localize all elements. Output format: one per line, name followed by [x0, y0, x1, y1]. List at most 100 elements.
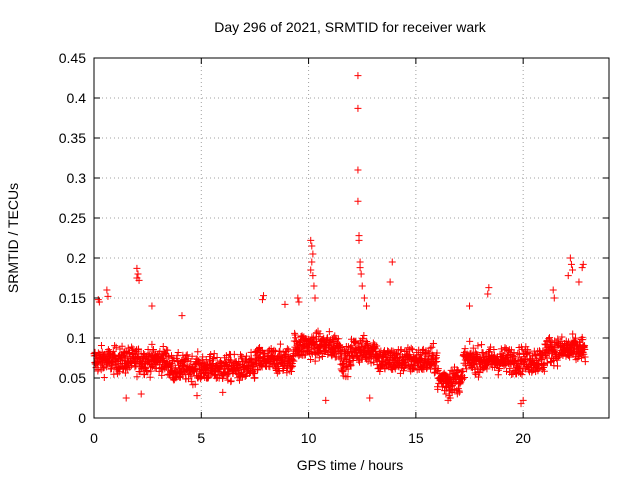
data-point	[469, 344, 477, 352]
data-point	[549, 286, 557, 294]
data-point	[433, 357, 441, 365]
data-point	[183, 351, 191, 359]
data-point	[386, 278, 394, 286]
data-point	[393, 349, 401, 357]
data-point	[316, 330, 324, 338]
data-point	[309, 250, 317, 258]
data-point	[102, 363, 110, 371]
data-point	[191, 380, 199, 388]
y-tick-label: 0.4	[67, 90, 87, 106]
data-point	[308, 242, 316, 250]
data-point	[442, 390, 450, 398]
data-point	[528, 355, 536, 363]
data-point	[122, 394, 130, 402]
data-point	[455, 388, 463, 396]
data-point	[242, 352, 250, 360]
x-tick-label: 20	[515, 430, 531, 446]
data-point	[391, 365, 399, 373]
data-point	[149, 347, 157, 355]
data-point	[103, 286, 111, 294]
data-point	[400, 367, 408, 375]
data-point	[371, 344, 379, 352]
data-point	[462, 361, 470, 369]
data-point	[474, 342, 482, 350]
data-point	[181, 369, 189, 377]
data-point	[397, 346, 405, 354]
data-point	[121, 347, 129, 355]
data-point	[554, 362, 561, 370]
data-point	[498, 350, 506, 358]
data-point	[213, 353, 221, 361]
data-point	[135, 276, 143, 284]
data-point	[285, 346, 293, 354]
data-point	[133, 373, 141, 381]
data-point	[287, 364, 295, 372]
data-point	[199, 353, 207, 361]
data-point	[135, 345, 143, 353]
data-point	[290, 357, 298, 365]
data-point	[434, 385, 442, 393]
data-point	[207, 351, 215, 359]
data-point	[569, 330, 577, 338]
data-point	[579, 260, 587, 268]
data-point	[311, 357, 319, 365]
data-point	[295, 298, 303, 306]
data-point	[349, 354, 357, 362]
data-point	[449, 368, 457, 376]
data-point	[360, 332, 368, 340]
data-point	[424, 348, 432, 356]
data-point	[519, 396, 527, 404]
data-point	[429, 340, 437, 348]
data-point	[490, 351, 498, 359]
data-point	[546, 334, 554, 342]
data-point	[111, 342, 119, 350]
plot-frame	[93, 57, 610, 419]
data-point	[312, 329, 320, 337]
data-point	[578, 264, 586, 272]
data-point	[463, 365, 471, 373]
data-point	[261, 349, 269, 357]
data-point	[434, 365, 442, 373]
data-point	[227, 356, 235, 364]
data-point	[178, 312, 186, 320]
data-point	[97, 342, 105, 350]
data-point	[518, 371, 526, 379]
x-tick-label: 10	[301, 430, 317, 446]
data-point	[339, 368, 347, 376]
axis-ticks	[93, 57, 609, 419]
data-point	[433, 349, 441, 357]
data-point	[357, 270, 365, 278]
data-point	[454, 367, 462, 375]
data-point	[550, 294, 558, 302]
data-point	[501, 344, 509, 352]
data-point	[445, 392, 453, 400]
data-point	[288, 367, 296, 375]
y-axis-label: SRMTID / TECUs	[5, 183, 21, 293]
y-tick-label: 0.15	[59, 290, 86, 306]
data-point	[522, 343, 530, 351]
data-point	[461, 373, 469, 381]
data-point	[308, 258, 316, 266]
data-point	[108, 365, 116, 373]
data-point	[381, 365, 389, 373]
data-point	[337, 343, 345, 351]
y-tick-labels: 0 0.05 0.1 0.15 0.2 0.25 0.3 0.35 0.4 0.45	[59, 50, 86, 426]
data-point	[110, 370, 118, 378]
data-point	[194, 348, 202, 356]
data-point	[112, 343, 120, 351]
x-tick-label: 5	[197, 430, 205, 446]
data-point	[222, 352, 230, 360]
data-point	[540, 367, 548, 375]
data-point	[354, 104, 362, 112]
data-point	[136, 368, 144, 376]
y-tick-label: 0.3	[67, 170, 87, 186]
y-tick-label: 0.25	[59, 210, 86, 226]
data-point	[234, 365, 242, 373]
data-point	[467, 349, 475, 357]
data-point	[535, 364, 543, 372]
data-point	[354, 197, 362, 205]
data-point	[581, 346, 589, 354]
data-point	[258, 296, 266, 304]
data-point	[146, 373, 154, 381]
data-point	[134, 270, 142, 278]
